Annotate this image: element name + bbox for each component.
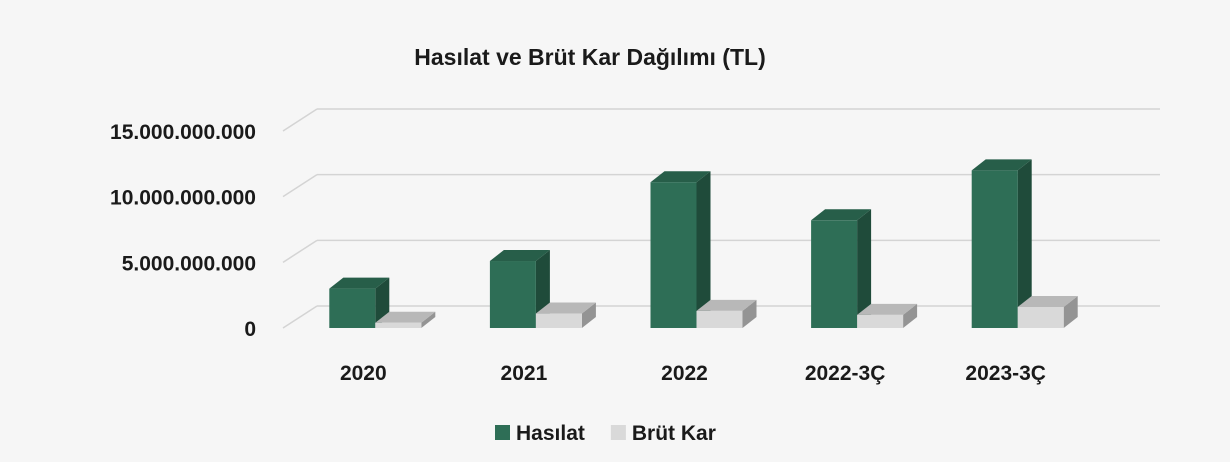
bar — [535, 313, 582, 328]
y-tick-label: 5.000.000.000 — [122, 252, 256, 275]
bar-top — [811, 209, 872, 221]
bar-side — [1063, 295, 1078, 328]
bar — [375, 322, 422, 328]
bar — [696, 310, 743, 328]
x-tick-label: 2022 — [661, 362, 708, 385]
grid-wall — [282, 305, 318, 329]
y-tick-label: 0 — [244, 318, 256, 341]
legend-label: Hasılat — [516, 422, 585, 445]
bar-top — [650, 171, 711, 183]
bar-top — [329, 277, 390, 289]
bar — [1017, 306, 1064, 328]
y-tick-label: 10.000.000.000 — [110, 187, 256, 210]
bar-side — [696, 171, 711, 328]
bar-top — [696, 299, 757, 311]
bar-top — [535, 302, 596, 314]
bar — [650, 182, 697, 328]
grid-wall — [282, 239, 318, 263]
bar-top — [375, 311, 436, 323]
grid-wall — [282, 174, 318, 198]
bar-top — [489, 250, 550, 262]
bar-side — [903, 303, 918, 328]
bar-side — [421, 311, 436, 328]
bar-side — [857, 209, 872, 328]
bar-side — [581, 302, 596, 328]
bar — [811, 220, 858, 328]
bar-side — [742, 299, 757, 328]
bar — [329, 288, 376, 328]
x-tick-label: 2022-3Ç — [805, 362, 886, 385]
grid-wall — [282, 108, 318, 132]
x-tick-label: 2021 — [501, 362, 548, 385]
bar-top — [1017, 295, 1078, 307]
bar-top — [971, 159, 1032, 171]
bar-side — [1017, 159, 1032, 328]
legend-label: Brüt Kar — [632, 422, 716, 445]
chart-title: Hasılat ve Brüt Kar Dağılımı (TL) — [414, 44, 765, 70]
x-tick-label: 2023-3Ç — [965, 362, 1046, 385]
x-tick-label: 2020 — [340, 362, 387, 385]
bar — [489, 261, 536, 328]
bar-top — [857, 303, 918, 315]
legend-swatch — [610, 425, 626, 440]
y-tick-label: 15.000.000.000 — [110, 121, 256, 144]
bar — [971, 170, 1018, 328]
legend-swatch — [495, 425, 510, 440]
bar — [857, 314, 904, 328]
